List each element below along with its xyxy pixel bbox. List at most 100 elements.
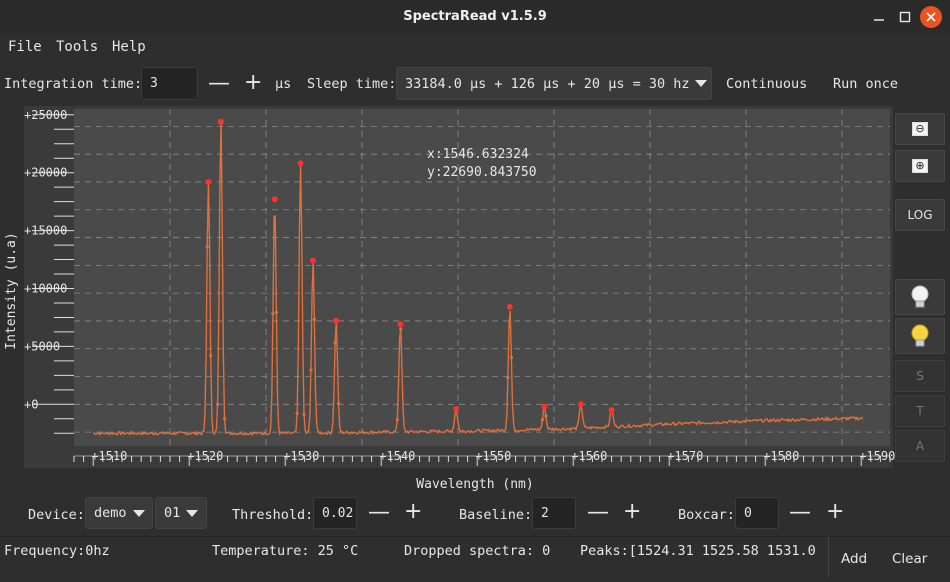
peak-marker (310, 257, 317, 264)
cursor-y-readout: y:22690.843750 (427, 165, 537, 180)
integration-time-input[interactable]: 3 (141, 67, 198, 100)
peak-marker (541, 403, 548, 410)
data-point (302, 412, 306, 416)
data-point (274, 310, 278, 314)
device-value: demo (94, 505, 127, 521)
y-tick-label: +10000 (24, 282, 67, 296)
data-point (271, 312, 275, 316)
peak-marker (217, 118, 224, 125)
y-tick-label: +15000 (24, 224, 67, 238)
data-point (309, 368, 313, 372)
baseline-input[interactable]: 2 (532, 497, 576, 529)
cursor-x-readout: x:1546.632324 (427, 147, 529, 162)
status-divider (828, 537, 829, 577)
zoom-in-button[interactable]: ⊕ (895, 150, 945, 182)
data-point (295, 411, 299, 415)
peaks-list: Peaks:[1524.31 1525.58 1531.0 (580, 543, 816, 559)
add-button[interactable]: Add (841, 551, 868, 567)
x-tick-label: +1580 (763, 449, 799, 463)
menu-file[interactable]: File (8, 39, 42, 55)
boxcar-decrease-button[interactable]: — (789, 500, 811, 525)
peak-marker (608, 407, 615, 414)
peak-marker (453, 405, 460, 412)
boxcar-input[interactable]: 0 (735, 497, 779, 529)
t-button[interactable]: T (895, 395, 945, 427)
integration-increase-button[interactable]: + (244, 70, 263, 95)
integration-unit: µs (275, 76, 292, 92)
device-label: Device: (28, 507, 85, 523)
data-point (222, 417, 227, 421)
x-tick-label: +1530 (283, 449, 319, 463)
data-point (336, 402, 341, 406)
continuous-button[interactable]: Continuous (726, 76, 808, 92)
x-tick-label: +1550 (475, 449, 511, 463)
threshold-decrease-button[interactable]: — (368, 500, 390, 525)
zoom-out-button[interactable]: ⊖ (895, 113, 945, 145)
s-button[interactable]: S (895, 360, 945, 392)
device-controls: Device: demo 01 Threshold: 0.02 — + Base… (0, 492, 950, 536)
log-scale-button[interactable]: LOG (895, 199, 945, 231)
clear-button[interactable]: Clear (892, 551, 928, 567)
data-point (540, 417, 545, 422)
x-tick-label: +1560 (571, 449, 607, 463)
x-axis-label: Wavelength (nm) (416, 477, 533, 492)
spectrum-line (93, 123, 864, 436)
x-tick-label: +1520 (187, 449, 223, 463)
sleep-time-label: Sleep time: (307, 76, 397, 92)
peak-marker (297, 160, 304, 167)
integration-decrease-button[interactable]: — (208, 71, 230, 96)
zoom-in-icon: ⊕ (912, 159, 928, 173)
y-tick-label: +20000 (24, 166, 67, 180)
zoom-out-icon: ⊖ (912, 122, 928, 136)
a-button[interactable]: A (895, 430, 945, 462)
device-index-select[interactable]: 01 (155, 497, 207, 529)
status-bar: Frequency:0hz Temperature: 25 °C Dropped… (0, 536, 950, 582)
y-tick-label: +25000 (24, 108, 67, 122)
y-tick-label: +5000 (24, 339, 60, 353)
data-point (399, 327, 403, 331)
run-once-button[interactable]: Run once (833, 76, 899, 92)
menu-help[interactable]: Help (112, 39, 146, 55)
boxcar-increase-button[interactable]: + (826, 499, 845, 524)
minimize-button[interactable] (868, 6, 890, 28)
baseline-increase-button[interactable]: + (623, 499, 642, 524)
frequency-status: Frequency:0hz (4, 543, 110, 559)
peak-marker (205, 178, 212, 185)
maximize-icon (899, 11, 911, 23)
y-axis-label: Intensity (u.a) (4, 232, 19, 349)
chevron-down-icon (186, 509, 199, 517)
threshold-label: Threshold: (232, 507, 314, 523)
close-icon (926, 12, 936, 22)
close-button[interactable] (920, 6, 942, 28)
spectrum-chart[interactable]: +1510 +1520 +1530 +1540 +1550 +1560 +1570 +1580… (0, 106, 950, 492)
chevron-down-icon (695, 80, 708, 87)
threshold-input[interactable]: 0.02 (313, 497, 357, 529)
data-point (395, 418, 399, 422)
data-point (506, 376, 510, 380)
data-point (216, 402, 220, 406)
acquisition-toolbar: Integration time: 3 — + µs Sleep time: 3… (0, 62, 950, 106)
lightbulb-off-icon (911, 285, 929, 308)
lightbulb-on-icon (911, 324, 929, 347)
menu-tools[interactable]: Tools (56, 39, 99, 55)
minimize-icon (874, 19, 884, 21)
peak-marker (271, 196, 278, 203)
peak-marker (397, 321, 404, 328)
temperature-status: Temperature: 25 °C (212, 543, 359, 559)
boxcar-label: Boxcar: (678, 507, 735, 523)
y-tick-label: +0 (24, 397, 38, 411)
x-tick-label: +1540 (379, 449, 415, 463)
x-tick-label: +1570 (667, 449, 703, 463)
dropped-spectra-status: Dropped spectra: 0 (404, 543, 551, 559)
threshold-increase-button[interactable]: + (404, 499, 423, 524)
lamp-off-button[interactable] (895, 279, 945, 315)
sleep-time-select[interactable]: 33184.0 µs + 126 µs + 20 µs = 30 hz (396, 67, 712, 100)
maximize-button[interactable] (894, 6, 916, 28)
device-select[interactable]: demo (85, 497, 153, 529)
baseline-decrease-button[interactable]: — (587, 500, 609, 525)
menu-bar: File Tools Help (0, 34, 950, 62)
lamp-on-button[interactable] (895, 318, 945, 354)
data-point (312, 317, 316, 321)
data-point (209, 354, 213, 358)
data-point (205, 245, 209, 249)
